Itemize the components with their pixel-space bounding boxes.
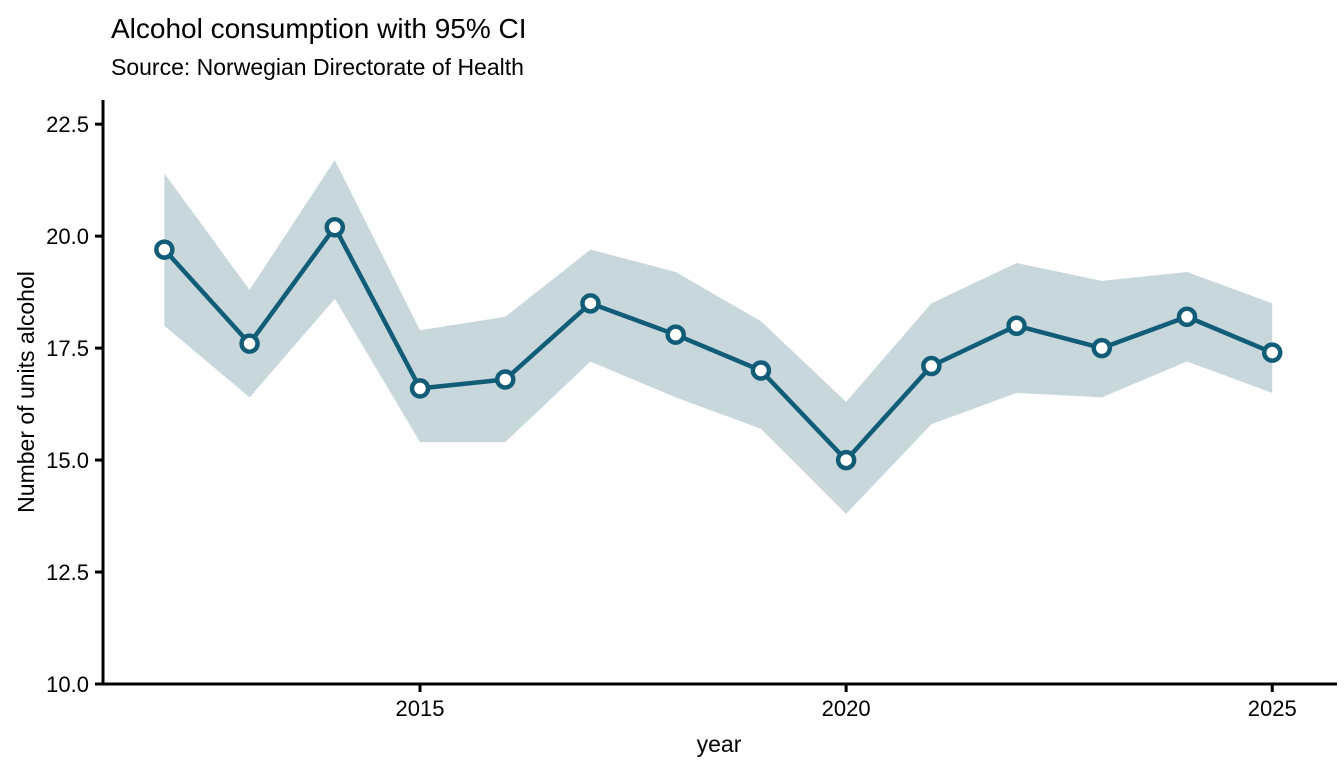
y-tick-label: 12.5: [46, 560, 89, 585]
plot-panel: 10.0 12.5 15.0 17.5 20.0 22.5 2015 2020 2025: [46, 100, 1337, 721]
data-point-2024: [1176, 306, 1198, 328]
x-tick-label: 2025: [1248, 696, 1297, 721]
data-point-2019: [750, 360, 772, 381]
y-tick-label: 10.0: [46, 672, 89, 697]
x-axis-title: year: [697, 731, 742, 757]
x-tick-label: 2020: [822, 696, 871, 721]
trend-line: [162, 224, 1275, 463]
data-point-2021: [921, 355, 942, 377]
data-point-2020: [835, 449, 857, 471]
data-point-2017: [580, 293, 601, 314]
data-point-2025: [1261, 342, 1283, 363]
data-point-2018: [665, 324, 686, 345]
data-point-2022: [1006, 315, 1027, 336]
data-point-2023: [1091, 337, 1113, 359]
y-tick-label: 15.0: [46, 448, 89, 473]
y-axis-title: Number of units alcohol: [13, 271, 39, 513]
data-point-2012: [154, 239, 175, 260]
data-point-2015: [409, 378, 431, 399]
y-tick-label: 20.0: [46, 224, 89, 249]
y-tick-label: 22.5: [46, 112, 89, 137]
x-tick-label: 2015: [396, 696, 445, 721]
y-tick-label: 17.5: [46, 336, 89, 361]
confidence-ribbon: [164, 160, 1273, 514]
data-point-2014: [324, 216, 346, 238]
chart-subtitle: Source: Norwegian Directorate of Health: [111, 54, 524, 80]
chart-title: Alcohol consumption with 95% CI: [111, 13, 527, 44]
data-point-2016: [494, 369, 516, 390]
data-point-2013: [239, 333, 260, 354]
